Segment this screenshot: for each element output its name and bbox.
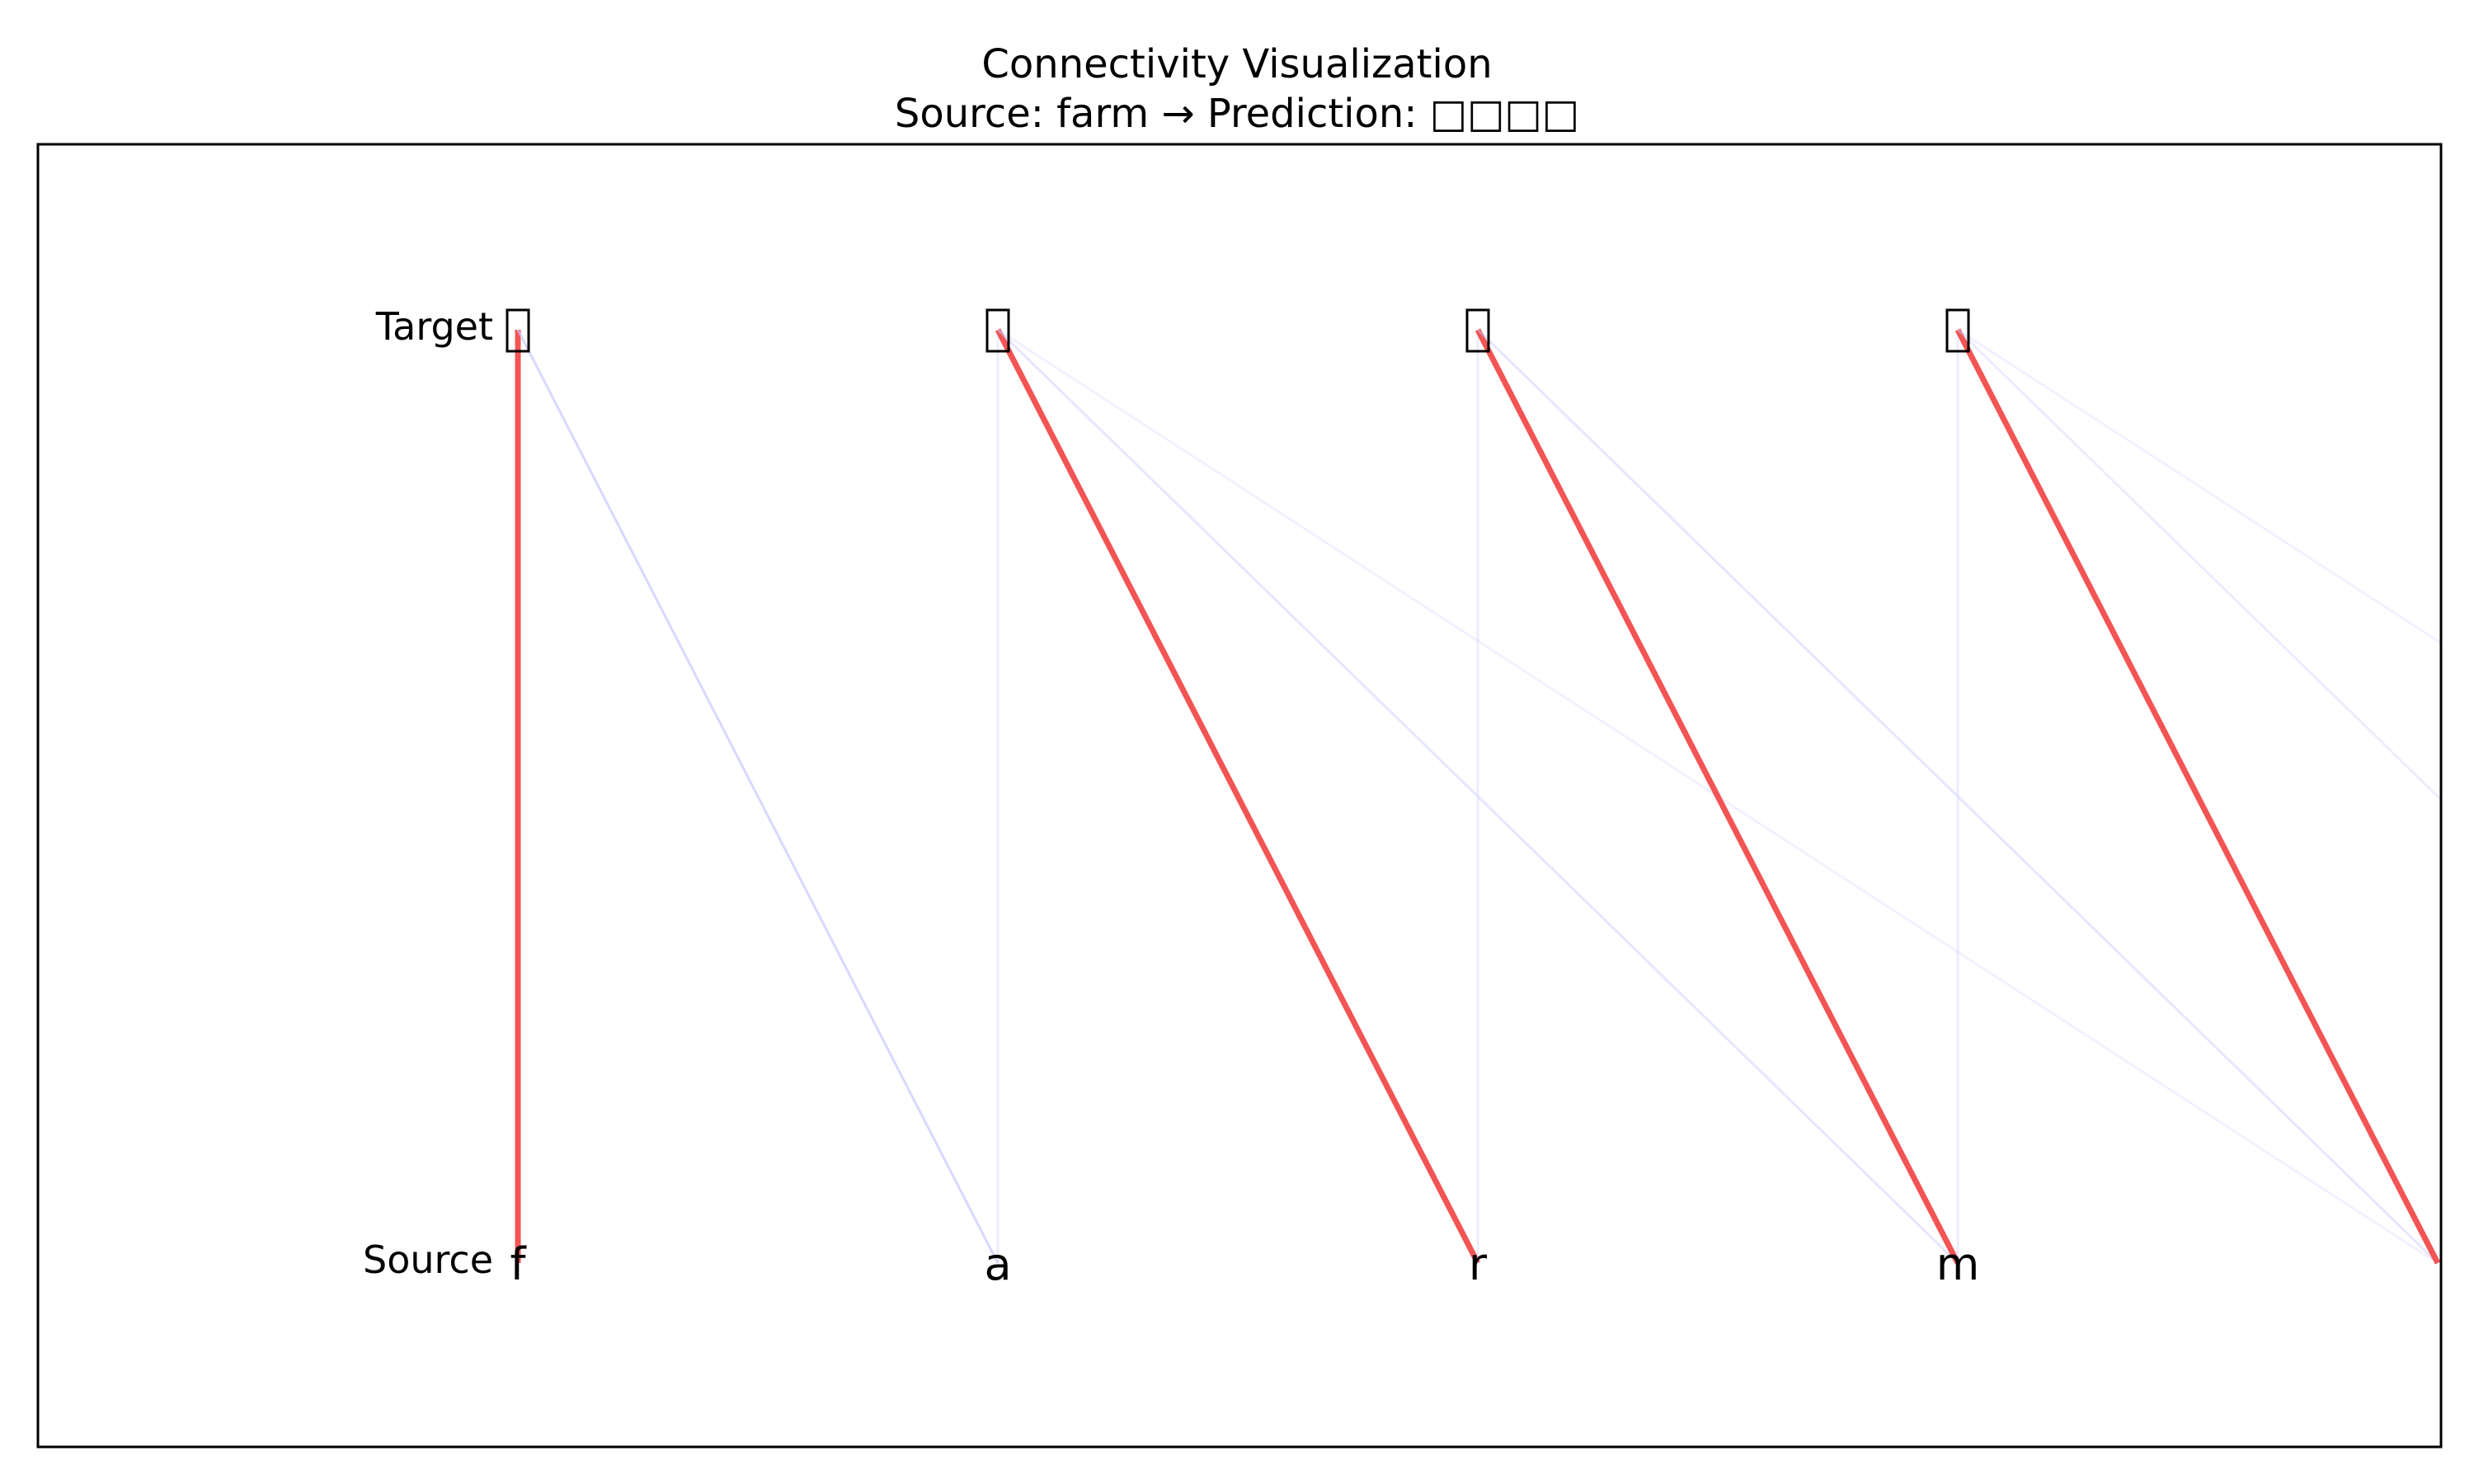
target-token-1: □ bbox=[985, 308, 1010, 353]
connection-weak-t1-s3 bbox=[996, 328, 1959, 1265]
target-token-3: □ bbox=[1945, 308, 1970, 353]
connection-strong-t3-s4 bbox=[1954, 328, 2441, 1265]
source-row-label: Source bbox=[363, 1237, 493, 1282]
target-row-label: Target bbox=[375, 304, 493, 349]
source-token-r: r bbox=[1469, 1238, 1488, 1290]
chart-title: Connectivity Visualization bbox=[981, 41, 1493, 87]
connection-strong-t2-s3 bbox=[1475, 328, 1961, 1265]
source-token-f: f bbox=[510, 1238, 527, 1290]
connection-strong-t1-s2 bbox=[995, 328, 1481, 1265]
connection-weak-t3-s5 bbox=[1956, 328, 2441, 801]
connection-lines bbox=[515, 328, 2441, 1265]
source-token-a: a bbox=[984, 1238, 1011, 1290]
connection-weak-t3-s6 bbox=[1957, 328, 2441, 645]
target-tokens: □ □ □ □ bbox=[506, 308, 1970, 353]
connection-weak-t2-s4 bbox=[1476, 328, 2439, 1265]
chart-subtitle: Source: farm → Prediction: □□□□ bbox=[894, 91, 1580, 137]
source-token-m: m bbox=[1936, 1238, 1980, 1290]
connection-weak-t0-s1 bbox=[516, 329, 999, 1264]
target-token-0: □ bbox=[506, 308, 530, 353]
plot-frame bbox=[36, 143, 2443, 1449]
target-token-2: □ bbox=[1465, 308, 1490, 353]
